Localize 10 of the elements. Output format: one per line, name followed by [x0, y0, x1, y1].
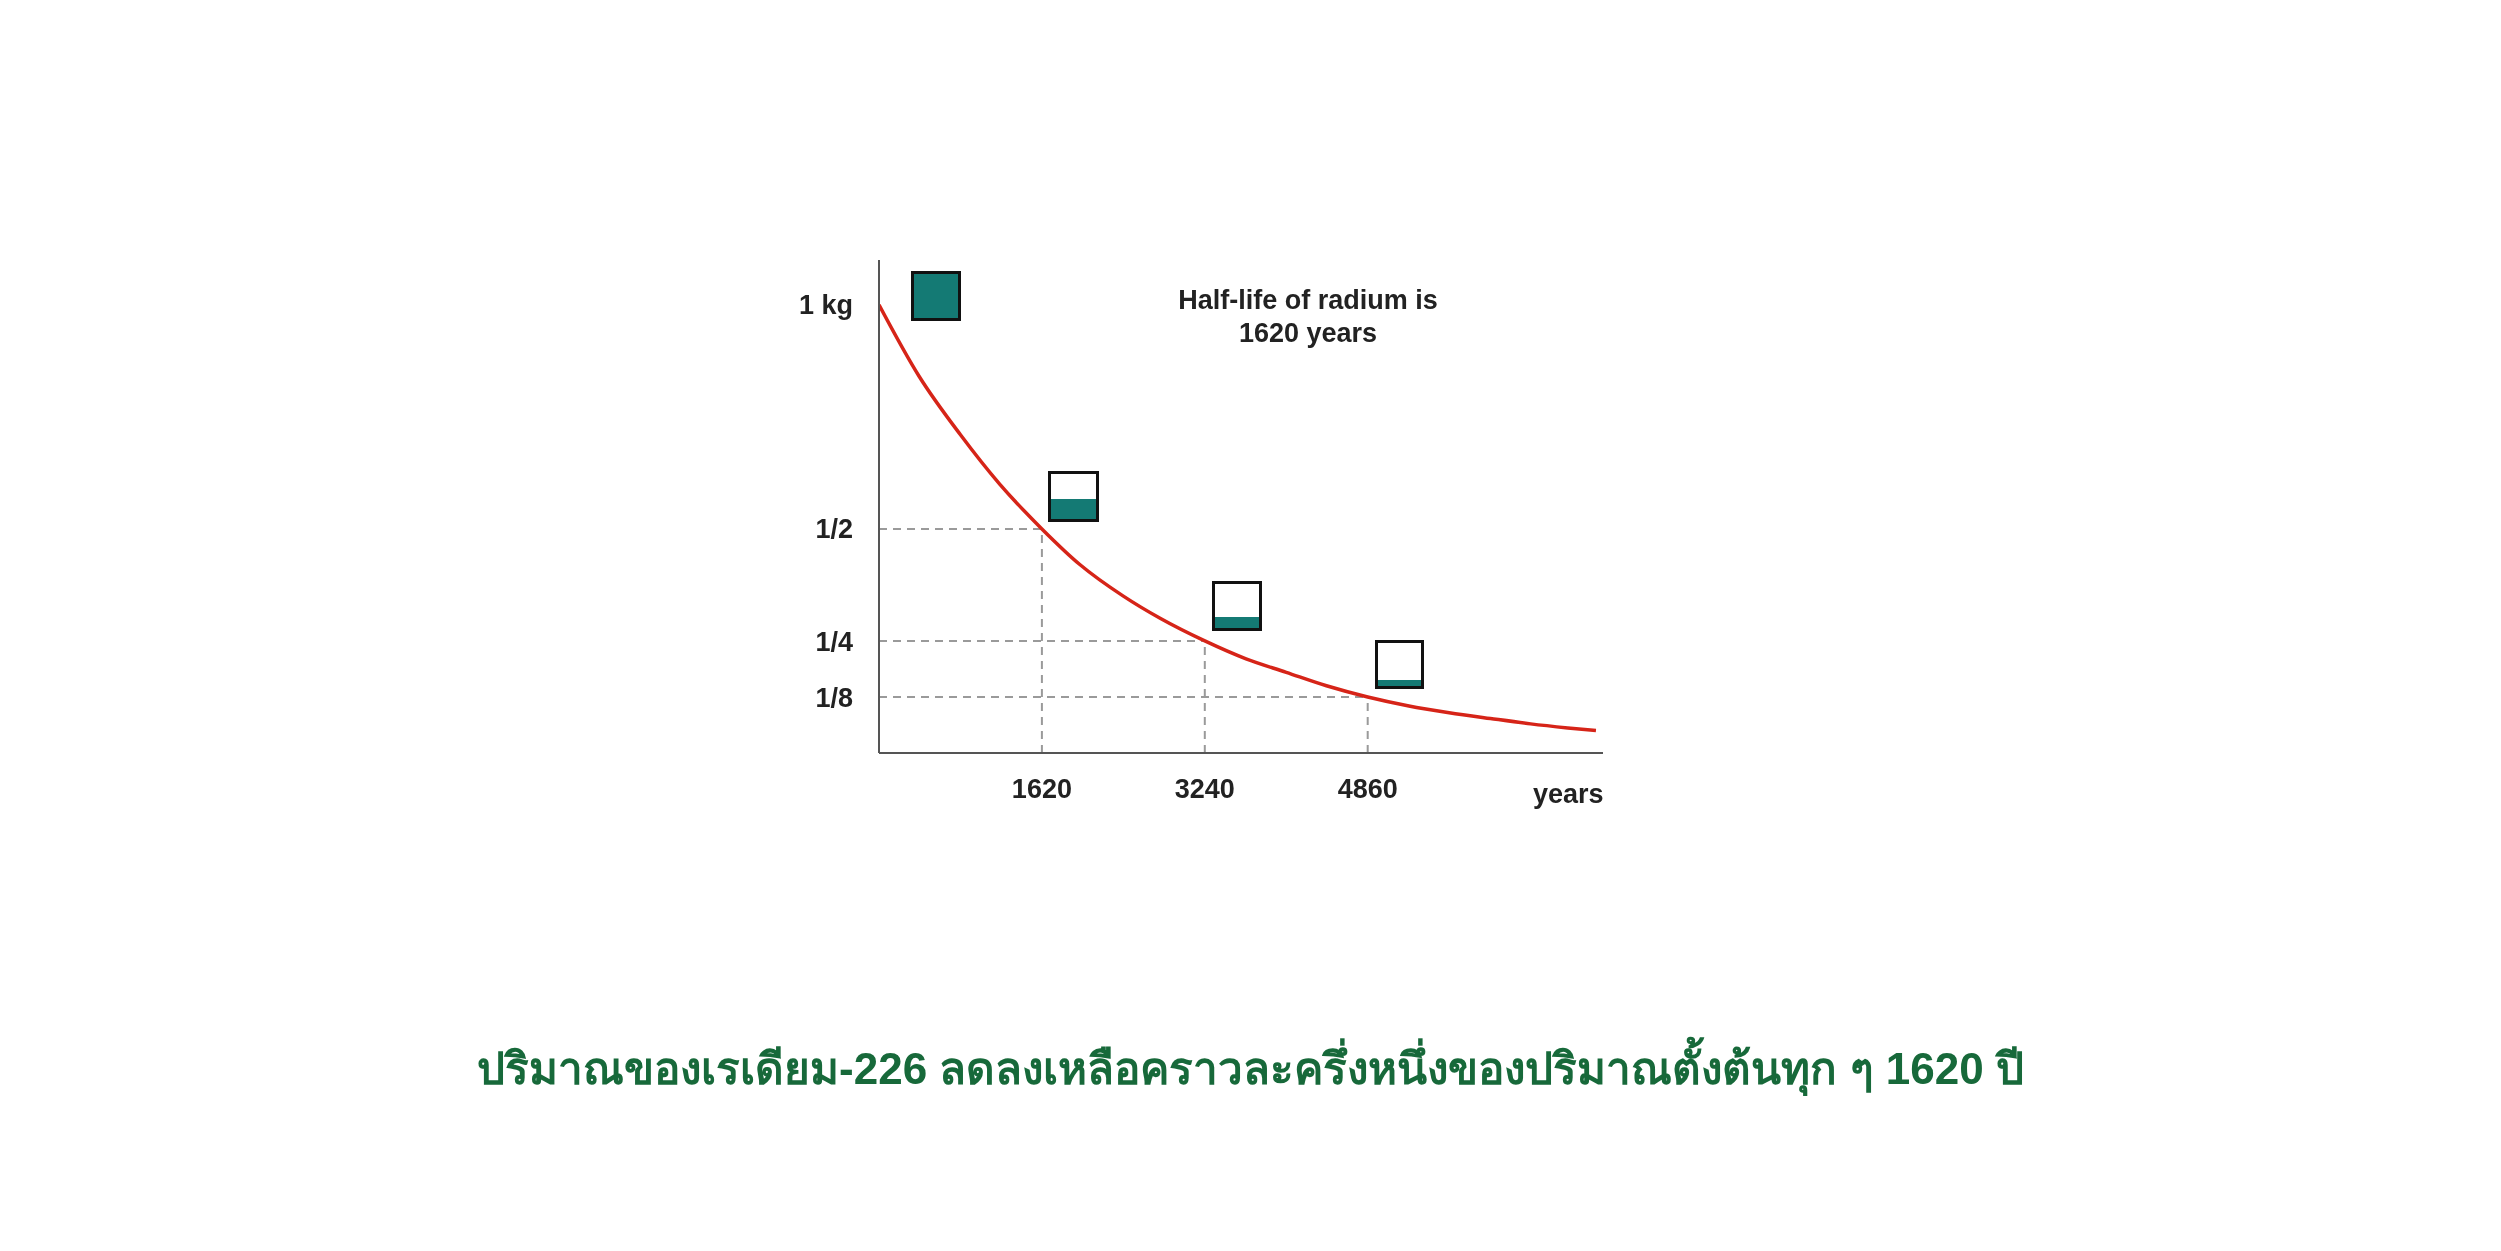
x-tick-label: 3240 [1174, 774, 1235, 805]
x-axis-title: years [1533, 779, 1604, 809]
x-tick-label: 1620 [1011, 774, 1072, 805]
y-tick-label: 1 kg [798, 290, 853, 321]
x-tick-label: 4860 [1337, 774, 1398, 805]
annotation: Half-life of radium is 1620 years [1177, 284, 1439, 350]
y-tick-label: 1/2 [815, 514, 853, 545]
text: ปริมาณของเรเดียม-226 ลดลงเหลือคราวละครึ่งหนึ่งของปริมาณตั้งต้นทุก ๆ 1620 ปี [476, 1035, 2025, 1098]
y-tick-label: 1/4 [815, 626, 853, 657]
y-tick-label: 1/8 [815, 682, 853, 713]
